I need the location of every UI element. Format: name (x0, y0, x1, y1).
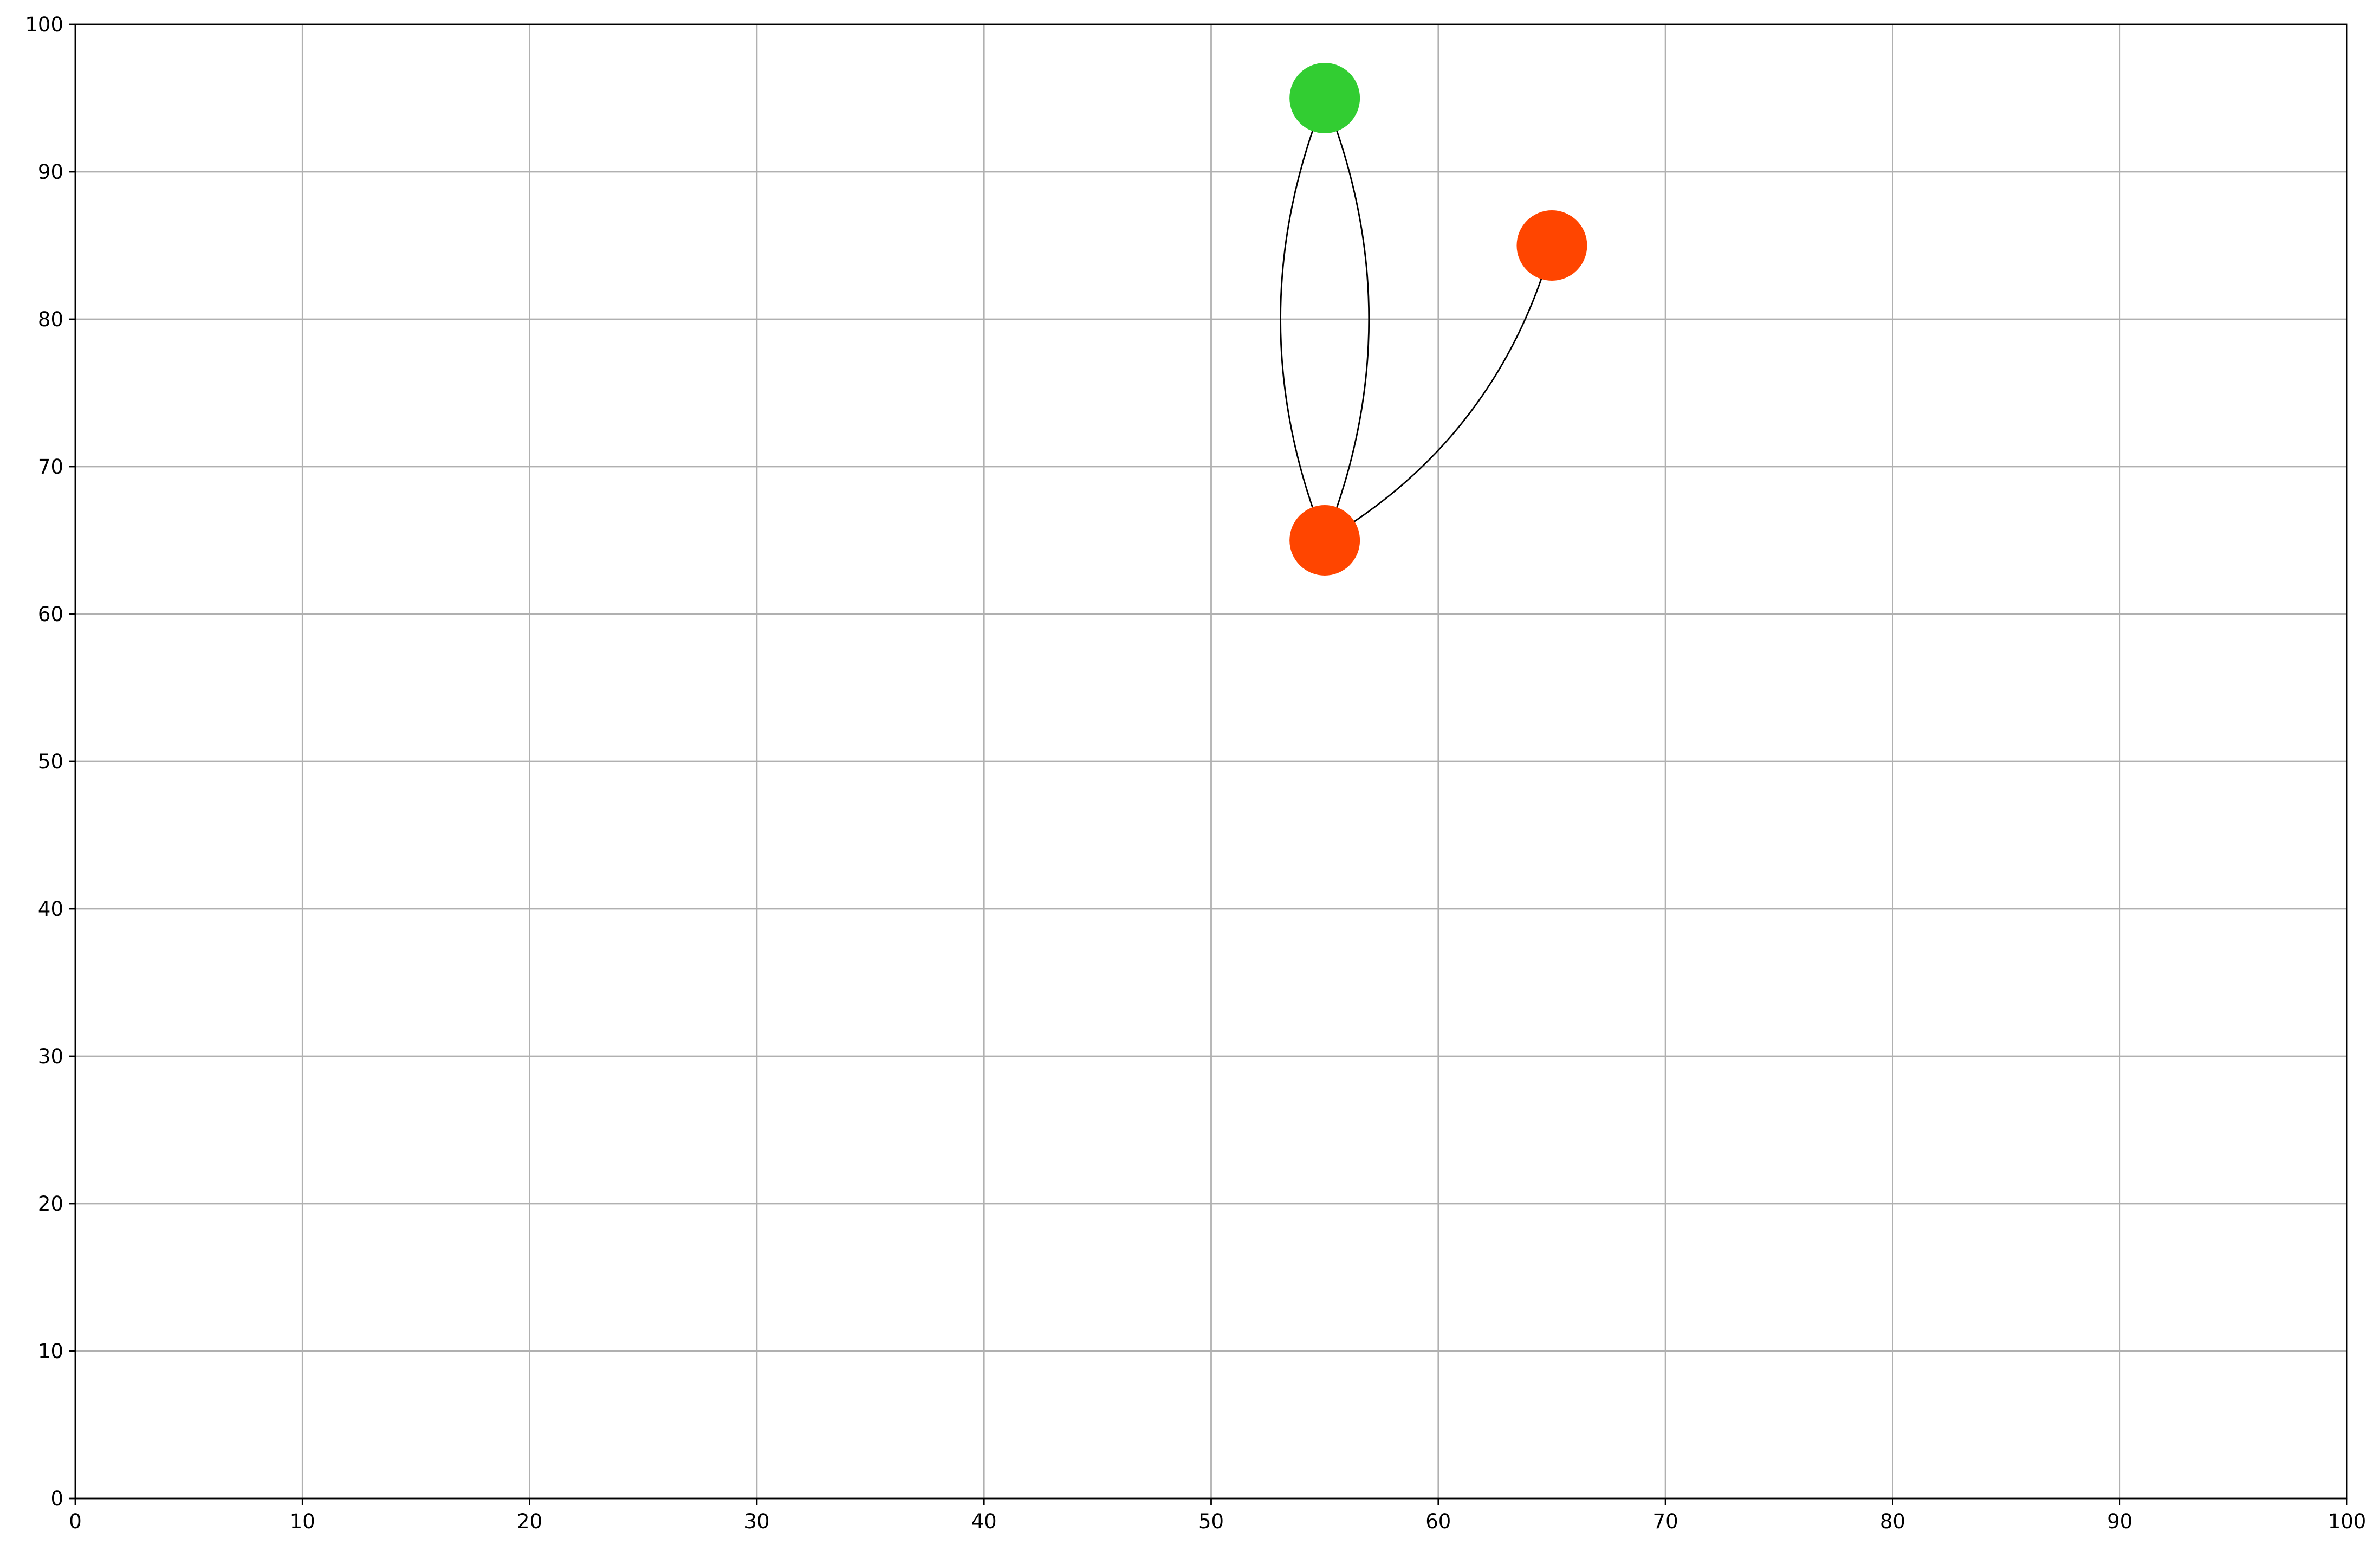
x-tick-label: 50 (1198, 1510, 1224, 1533)
y-tick-label: 0 (50, 1487, 63, 1510)
x-tick-label: 0 (69, 1510, 82, 1533)
y-tick-label: 50 (38, 750, 63, 773)
y-tick-label: 100 (25, 13, 63, 36)
edge-n1-n3 (1324, 98, 1370, 541)
ticks: 0 10 20 30 40 50 60 70 80 90 100 0 10 20 30 40 50 60 70 80 9… (25, 13, 2366, 1533)
node-n2 (1516, 210, 1587, 281)
x-tick-label: 30 (744, 1510, 769, 1533)
y-tick-label: 30 (38, 1045, 63, 1068)
y-tick-label: 20 (38, 1192, 63, 1216)
x-tick-label: 40 (971, 1510, 997, 1533)
x-tick-label: 90 (2107, 1510, 2132, 1533)
nodes (1289, 63, 1587, 576)
y-tick-label: 60 (38, 603, 63, 626)
x-tick-label: 100 (2328, 1510, 2366, 1533)
x-tick-label: 80 (1880, 1510, 1905, 1533)
edge-n3-n1 (1280, 98, 1326, 541)
edge-n2-n3 (1324, 245, 1553, 541)
x-tick-label: 10 (290, 1510, 315, 1533)
x-tick-label: 20 (517, 1510, 542, 1533)
node-n1 (1289, 63, 1360, 133)
x-tick-label: 60 (1425, 1510, 1451, 1533)
y-tick-label: 10 (38, 1340, 63, 1363)
y-tick-label: 40 (38, 897, 63, 921)
y-tick-label: 90 (38, 160, 63, 184)
y-tick-label: 70 (38, 455, 63, 479)
node-n3 (1289, 505, 1360, 576)
x-tick-label: 70 (1653, 1510, 1678, 1533)
y-tick-label: 80 (38, 308, 63, 331)
